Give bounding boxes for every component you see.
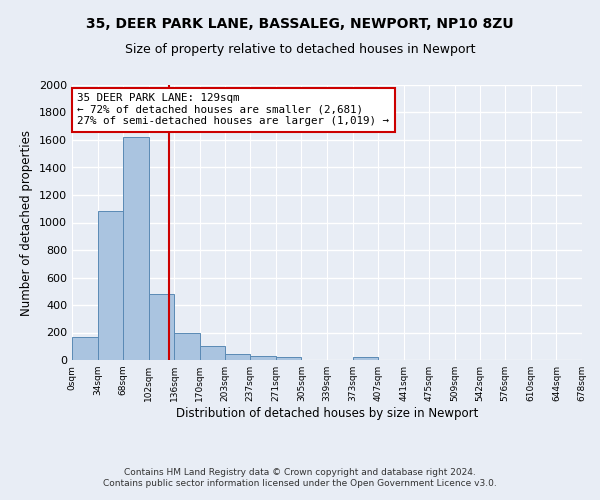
Text: 35 DEER PARK LANE: 129sqm
← 72% of detached houses are smaller (2,681)
27% of se: 35 DEER PARK LANE: 129sqm ← 72% of detac…: [77, 93, 389, 126]
Bar: [149, 294, 175, 360]
Bar: [98, 211, 123, 360]
X-axis label: Distribution of detached houses by size in Newport: Distribution of detached houses by size …: [176, 407, 478, 420]
Bar: [353, 357, 378, 360]
Bar: [276, 357, 301, 360]
Bar: [250, 356, 276, 360]
Bar: [72, 338, 98, 360]
Bar: [224, 354, 250, 360]
Y-axis label: Number of detached properties: Number of detached properties: [20, 130, 34, 316]
Bar: [175, 332, 200, 360]
Bar: [200, 346, 224, 360]
Text: Contains HM Land Registry data © Crown copyright and database right 2024.
Contai: Contains HM Land Registry data © Crown c…: [103, 468, 497, 487]
Bar: [123, 136, 149, 360]
Text: Size of property relative to detached houses in Newport: Size of property relative to detached ho…: [125, 42, 475, 56]
Text: 35, DEER PARK LANE, BASSALEG, NEWPORT, NP10 8ZU: 35, DEER PARK LANE, BASSALEG, NEWPORT, N…: [86, 18, 514, 32]
